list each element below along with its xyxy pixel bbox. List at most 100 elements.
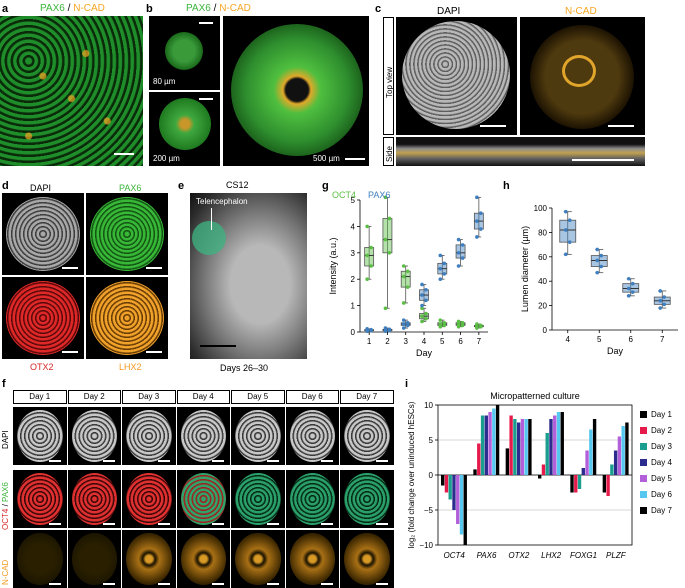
scale-bar xyxy=(212,523,224,525)
category-label: PLZF xyxy=(606,551,627,560)
data-point xyxy=(401,322,406,326)
ncad-label: N-CAD xyxy=(73,3,105,14)
bar xyxy=(492,408,496,475)
panel-c-side-view xyxy=(396,137,645,166)
bar xyxy=(524,419,528,475)
day-2-row-1-image xyxy=(67,407,121,465)
scale-bar xyxy=(103,523,115,525)
data-point xyxy=(567,240,572,244)
data-point xyxy=(401,318,406,322)
row-label-ncad: N-CAD xyxy=(1,559,10,585)
data-point xyxy=(405,269,410,274)
glow xyxy=(530,25,634,129)
data-point xyxy=(420,282,424,287)
title-sep: / xyxy=(210,3,220,14)
y-tick-label: 4 xyxy=(351,222,356,231)
bar xyxy=(625,422,629,475)
day-header-1: Day 1 xyxy=(13,390,67,404)
colony xyxy=(126,533,172,585)
data-point xyxy=(456,251,461,255)
colony xyxy=(344,473,390,525)
region-label: Telencephalon xyxy=(196,197,248,206)
chart-h: 0 20 40 60 80 100 4 5 6 7 Day Lumen diameter (µm) xyxy=(520,204,678,356)
data-point xyxy=(662,302,667,307)
colony xyxy=(289,473,335,525)
data-point xyxy=(662,295,667,299)
day-3-row-1-image xyxy=(122,407,176,465)
colony xyxy=(344,533,390,585)
data-point xyxy=(438,277,443,281)
colony xyxy=(235,533,281,585)
day-header-3: Day 3 xyxy=(122,390,176,404)
bar xyxy=(516,422,521,475)
box xyxy=(455,244,466,259)
bar xyxy=(621,426,625,475)
chart-g: 0 1 2 3 4 5 1 2 3 4 5 6 7 Day Intensity (a.u.) OCT4 PAX6 xyxy=(328,190,488,358)
scale-bar xyxy=(48,523,61,525)
data-point xyxy=(456,237,461,242)
legend-swatch xyxy=(640,491,647,498)
data-point xyxy=(387,216,392,221)
bar xyxy=(509,415,513,475)
scale-bar xyxy=(200,345,236,347)
day-5-row-3-image xyxy=(231,530,285,588)
scale-bar xyxy=(480,125,506,127)
y-axis-label: Lumen diameter (µm) xyxy=(520,226,530,312)
panel-label-f: f xyxy=(2,378,6,390)
scale-bar xyxy=(48,583,61,585)
bar xyxy=(556,412,561,475)
data-point xyxy=(567,218,572,222)
legend-swatch xyxy=(640,443,647,450)
colony xyxy=(71,410,117,462)
bar xyxy=(606,475,610,496)
panel-label-e: e xyxy=(178,180,185,192)
bar xyxy=(570,475,574,493)
panel-a-title: PAX6 / N-CAD xyxy=(40,3,105,14)
scale-bar xyxy=(103,583,115,585)
size-label: 200 µm xyxy=(153,154,180,163)
row-label-dapi: DAPI xyxy=(1,430,10,449)
x-axis-label: Day xyxy=(607,346,624,356)
title-sep: / xyxy=(64,3,74,14)
panel-b-500um: 500 µm xyxy=(223,16,369,166)
panel-label-a: a xyxy=(2,3,9,15)
legend-swatch xyxy=(640,475,647,482)
data-point xyxy=(369,245,373,250)
data-point xyxy=(442,272,447,276)
bar xyxy=(520,419,525,475)
data-point xyxy=(420,314,424,318)
scale-bar xyxy=(266,523,279,525)
panel-label-h: h xyxy=(503,180,510,192)
scale-bar xyxy=(199,98,213,100)
telencephalon-region xyxy=(192,221,226,255)
scale-bar xyxy=(375,523,388,525)
legend-swatch xyxy=(640,459,647,466)
bar xyxy=(456,475,460,524)
data-point xyxy=(475,195,479,200)
colony xyxy=(180,410,226,462)
bar xyxy=(441,475,445,486)
bar xyxy=(610,464,614,475)
days-label: Days 26–30 xyxy=(220,363,269,373)
box xyxy=(400,270,411,288)
data-point xyxy=(475,219,479,223)
day-header-6: Day 6 xyxy=(285,390,339,404)
scale-bar xyxy=(375,583,388,585)
bar xyxy=(541,464,546,475)
scale-bar xyxy=(212,460,224,462)
bar xyxy=(495,405,500,475)
data-point xyxy=(456,322,461,326)
side-tab: Side xyxy=(383,137,394,166)
scale-bar xyxy=(266,460,279,462)
data-point xyxy=(460,320,465,325)
data-point xyxy=(369,264,373,268)
colony xyxy=(235,473,281,525)
scale-bar xyxy=(266,583,279,585)
scale-bar xyxy=(212,583,224,585)
scale-bar xyxy=(157,583,170,585)
panel-b-title: PAX6 / N-CAD xyxy=(186,3,251,14)
ncad-label: N-CAD xyxy=(219,3,251,14)
data-point xyxy=(383,237,388,242)
y-tick-label: 2 xyxy=(351,275,356,284)
bar xyxy=(538,475,542,479)
